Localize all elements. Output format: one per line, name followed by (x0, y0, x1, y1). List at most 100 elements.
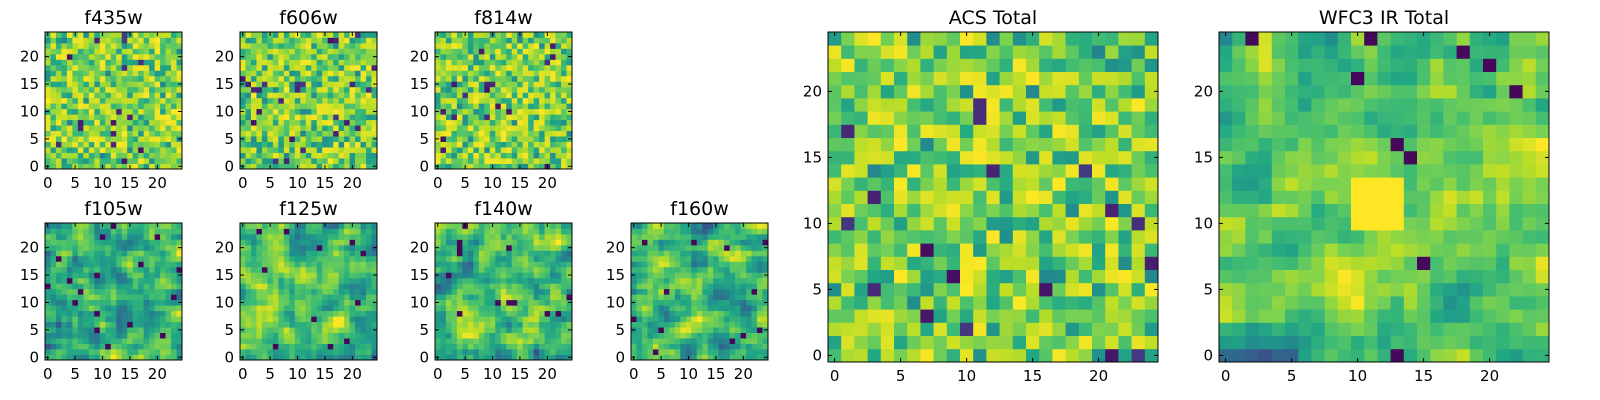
heatmap-cell (127, 59, 134, 66)
heatmap-cell (333, 125, 340, 132)
y-tick-label: 0 (224, 157, 234, 175)
heatmap-cell (50, 75, 57, 82)
heatmap-cell (473, 250, 480, 257)
heatmap-cell (250, 332, 257, 339)
heatmap-cell (636, 277, 643, 284)
heatmap-cell (566, 310, 573, 317)
heatmap-cell (451, 141, 458, 148)
heatmap-cell (478, 53, 485, 60)
heatmap-cell (138, 255, 145, 262)
heatmap-cell (986, 309, 1000, 323)
heatmap-cell (484, 136, 491, 142)
heatmap-cell (83, 250, 90, 257)
heatmap-cell (355, 32, 361, 38)
heatmap-cell (132, 70, 139, 77)
heatmap-cell (121, 266, 128, 273)
heatmap-cell (143, 299, 150, 306)
heatmap-cell (713, 244, 720, 251)
heatmap-cell (561, 277, 567, 284)
heatmap-cell (305, 250, 312, 257)
heatmap-cell (316, 299, 323, 306)
heatmap-cell (663, 294, 670, 301)
heatmap-cell (456, 316, 463, 323)
heatmap-cell (116, 354, 123, 361)
heatmap-cell (663, 272, 670, 279)
heatmap-cell (66, 327, 73, 333)
heatmap-cell (132, 108, 139, 115)
heatmap-cell (561, 233, 567, 240)
heatmap-cell (250, 37, 257, 44)
heatmap-cell (355, 294, 361, 301)
heatmap-cell (127, 37, 134, 44)
heatmap-cell (83, 294, 90, 301)
heatmap-cell (506, 32, 513, 38)
heatmap-cell (366, 32, 372, 38)
heatmap-cell (149, 75, 155, 82)
heatmap-cell (652, 272, 659, 279)
heatmap-cell (294, 136, 301, 142)
heatmap-cell (522, 228, 529, 235)
heatmap-cell (867, 164, 882, 178)
heatmap-cell (445, 86, 452, 93)
heatmap-cell (256, 37, 263, 44)
heatmap-cell (77, 125, 84, 132)
heatmap-cell (61, 37, 68, 44)
heatmap-cell (566, 103, 573, 110)
panel-title: f160w (670, 198, 729, 220)
heatmap-cell (121, 338, 128, 344)
heatmap-cell (88, 327, 95, 333)
heatmap-cell (445, 321, 452, 328)
heatmap-cell (473, 316, 480, 323)
heatmap-cell (533, 147, 540, 153)
heatmap-cell (165, 349, 172, 355)
heatmap-cell (256, 92, 263, 99)
heatmap-cell (462, 97, 469, 104)
heatmap-cell (88, 299, 95, 306)
heatmap-cell (1052, 230, 1066, 244)
heatmap-cell (685, 266, 692, 273)
heatmap-cell (311, 108, 318, 115)
heatmap-cell (729, 349, 736, 355)
heatmap-cell (289, 119, 296, 126)
heatmap-cell (165, 125, 172, 132)
heatmap-cell (278, 327, 285, 333)
heatmap-cell (94, 343, 101, 350)
heatmap-cell (132, 53, 139, 60)
heatmap-cell (66, 97, 73, 104)
heatmap-cell (171, 158, 177, 164)
heatmap-cell (165, 343, 172, 350)
heatmap-cell (724, 255, 731, 262)
heatmap-cell (539, 228, 545, 235)
heatmap-cell (371, 288, 378, 295)
heatmap-cell (160, 163, 166, 170)
heatmap-cell (757, 288, 763, 295)
heatmap-cell (77, 158, 84, 164)
y-tick-label: 15 (20, 75, 39, 93)
heatmap-cell (256, 130, 263, 137)
heatmap-cell (344, 141, 350, 148)
heatmap-cell (500, 152, 507, 159)
heatmap-cell (143, 343, 150, 350)
heatmap-cell (83, 244, 90, 251)
heatmap-cell (72, 70, 79, 77)
heatmap-cell (165, 272, 172, 279)
heatmap-cell (283, 277, 290, 284)
heatmap-cell (143, 32, 150, 38)
heatmap-cell (555, 114, 562, 121)
heatmap-cell (355, 48, 361, 55)
heatmap-cell (522, 81, 529, 88)
panel-title: f606w (279, 7, 338, 29)
heatmap-cell (154, 86, 161, 93)
heatmap-cell (473, 86, 480, 93)
heatmap-cell (138, 223, 145, 229)
heatmap-cell (500, 349, 507, 355)
heatmap-cell (631, 228, 637, 235)
heatmap-cell (867, 269, 882, 284)
heatmap-cell (960, 177, 974, 191)
heatmap-cell (478, 288, 485, 295)
heatmap-cell (462, 305, 469, 312)
heatmap-cell (522, 223, 529, 229)
heatmap-cell (522, 266, 529, 273)
heatmap-cell (489, 37, 496, 44)
heatmap-cell (132, 239, 139, 246)
